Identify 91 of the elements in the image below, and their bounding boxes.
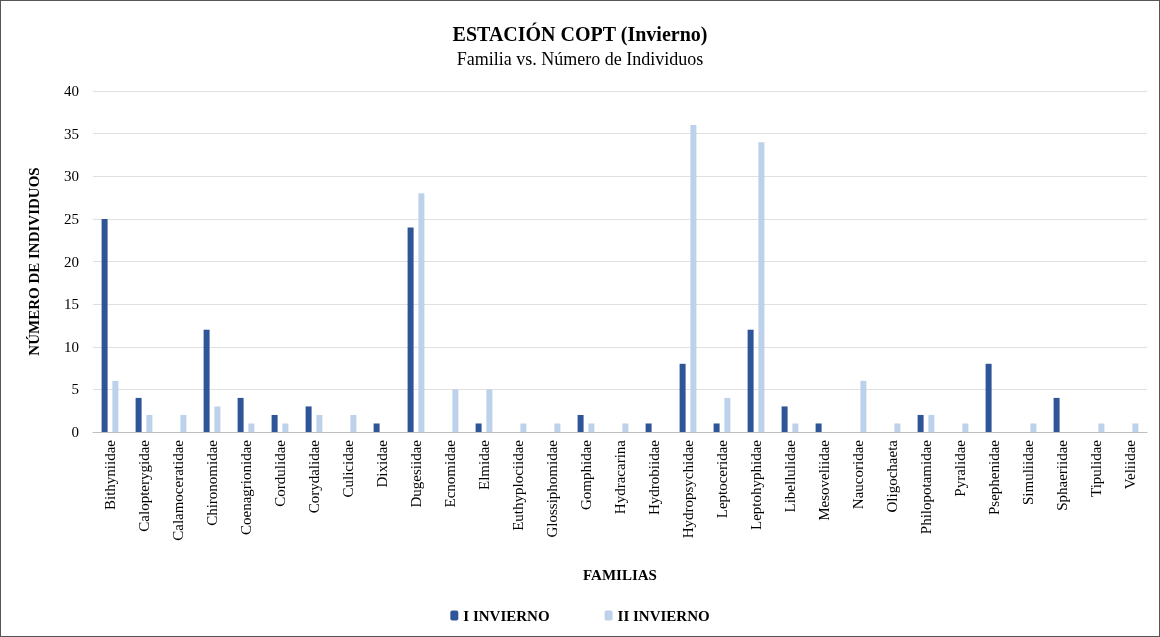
x-tick-label: Bithyniidae [102,439,118,510]
y-tick-label: 15 [64,296,79,313]
x-tick-label: Hydropsychidae [680,439,696,539]
bar [180,414,187,432]
bar [690,125,697,432]
x-tick-label: Sphaeriidae [1054,439,1070,511]
x-tick-label: Tipulidae [1088,439,1104,497]
x-tick-label: Dugesiidae [408,439,424,508]
bar [758,142,765,432]
x-tick-label: Oligochaeta [884,439,900,513]
legend-label: I INVIERNO [463,607,550,624]
y-tick-label: 5 [71,381,79,398]
x-tick-label: Hydracarina [612,439,628,515]
x-tick-label: Philopotamidae [918,439,934,535]
x-tick-label: Cordulidae [272,439,288,507]
bar [962,423,969,432]
bar [237,397,244,432]
bar [475,423,482,432]
x-tick-label: Culicidae [340,439,356,498]
bar [679,363,686,432]
bar [588,423,595,432]
bar [792,423,799,432]
x-axis-title: FAMILIAS [583,566,657,583]
x-tick-label: Coenagrionidae [238,439,254,535]
bar [645,423,652,432]
bar [928,414,935,432]
y-tick-label: 0 [71,424,79,440]
bar [520,423,527,432]
bar [101,218,108,432]
bar [1030,423,1037,432]
x-tick-label: Dixidae [374,439,390,488]
bar [577,414,584,432]
bar [724,397,731,432]
x-tick-label: Leptoceridae [714,439,730,519]
x-tick-label: Leptohyphidae [748,439,764,530]
bar [418,193,425,432]
bar [271,414,278,432]
bar [1132,423,1139,432]
x-tick-label: Elmidae [476,439,492,490]
bar [373,423,380,432]
legend-label: II INVIERNO [617,607,710,624]
x-tick-label: Chironomidae [204,439,220,526]
bar [781,406,788,432]
y-axis-title: NÚMERO DE INDIVIDUOS [25,167,42,356]
y-tick-label: 40 [64,83,79,99]
bar [1098,423,1105,432]
bar [985,363,992,432]
x-tick-label: Ecnomidae [442,439,458,508]
chart-subtitle: Familia vs. Número de Individuos [456,49,704,69]
bar [815,423,822,432]
y-tick-label: 30 [64,168,79,185]
bar [135,397,142,432]
y-tick-label: 35 [64,125,79,142]
x-tick-label: Psephenidae [986,439,1002,515]
bar [316,414,323,432]
y-tick-label: 25 [64,210,79,227]
y-tick-label: 20 [64,253,79,270]
x-tick-label: Corydalidae [306,439,322,514]
bar [554,423,561,432]
bar [486,389,493,432]
bar [248,423,255,432]
x-tick-label: Hydrobiidae [646,439,662,515]
x-tick-label: Euthyplociidae [510,439,526,531]
x-tick-label: Mesoveliidae [816,439,832,521]
x-tick-label: Calamoceratidae [170,439,186,541]
bar [146,414,153,432]
x-tick-label: Naucoridae [850,439,866,510]
bar [305,406,312,432]
x-tick-label: Simuliidae [1020,439,1036,505]
bar [894,423,901,432]
bar [203,329,210,432]
bar [747,329,754,432]
bar [713,423,720,432]
x-tick-label: Glossiphomidae [544,439,560,538]
bar [350,414,357,432]
bar [860,380,867,432]
bar [282,423,289,432]
bar [917,414,924,432]
chart-title: ESTACIÓN COPT (Invierno) [452,22,708,46]
x-tick-label: Gomphidae [578,439,594,510]
x-tick-label: Veliidae [1122,439,1138,490]
y-tick-label: 10 [64,338,79,355]
x-tick-label: Libellulidae [782,439,798,513]
x-tick-label: Calopterygidae [136,439,152,532]
x-tick-label: Pyralidae [952,439,968,497]
bar [622,423,629,432]
bar [112,380,119,432]
bar [452,389,459,432]
bar [407,227,414,432]
bar [1053,397,1060,432]
bar [214,406,221,432]
